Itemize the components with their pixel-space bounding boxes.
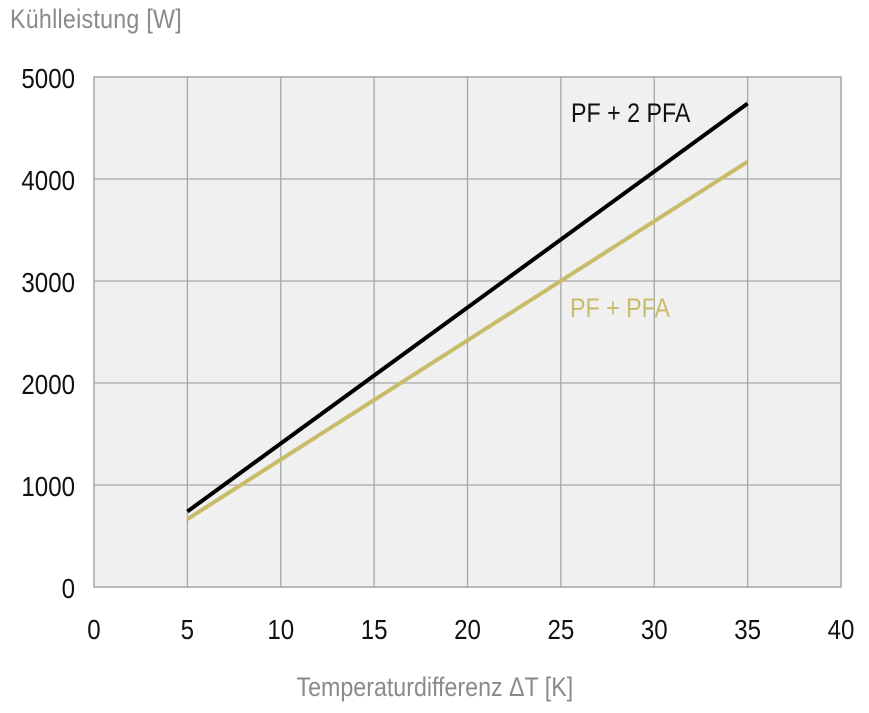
y-tick-label: 0	[62, 572, 75, 604]
y-tick-label: 4000	[21, 164, 75, 196]
x-tick-label: 40	[828, 613, 855, 645]
y-tick-label: 5000	[21, 62, 75, 94]
y-tick-labels: 0 1000 2000 3000 4000 5000	[21, 62, 75, 604]
x-tick-label: 35	[734, 613, 761, 645]
series-lines	[186, 101, 749, 521]
x-tick-label: 0	[87, 613, 100, 645]
series-line	[186, 101, 749, 514]
x-tick-label: 30	[641, 613, 668, 645]
x-tick-label: 10	[267, 613, 294, 645]
series-line	[186, 159, 749, 521]
x-axis-title: Temperaturdifferenz ΔT [K]	[0, 672, 869, 703]
y-axis-title: Kühlleistung [W]	[10, 4, 182, 34]
y-tick-label: 1000	[21, 470, 75, 502]
x-axis-title-text: Temperaturdifferenz ΔT [K]	[296, 672, 573, 702]
y-tick-label: 2000	[21, 368, 75, 400]
series-label-pf-pfa: PF + PFA	[570, 293, 670, 323]
x-tick-label: 15	[361, 613, 388, 645]
x-tick-label: 5	[181, 613, 194, 645]
x-tick-label: 25	[547, 613, 574, 645]
y-tick-label: 3000	[21, 266, 75, 298]
series-label-pf-2pfa: PF + 2 PFA	[571, 98, 691, 128]
x-tick-label: 20	[454, 613, 481, 645]
x-tick-labels: 0 5 10 15 20 25 30 35 40	[87, 613, 854, 645]
